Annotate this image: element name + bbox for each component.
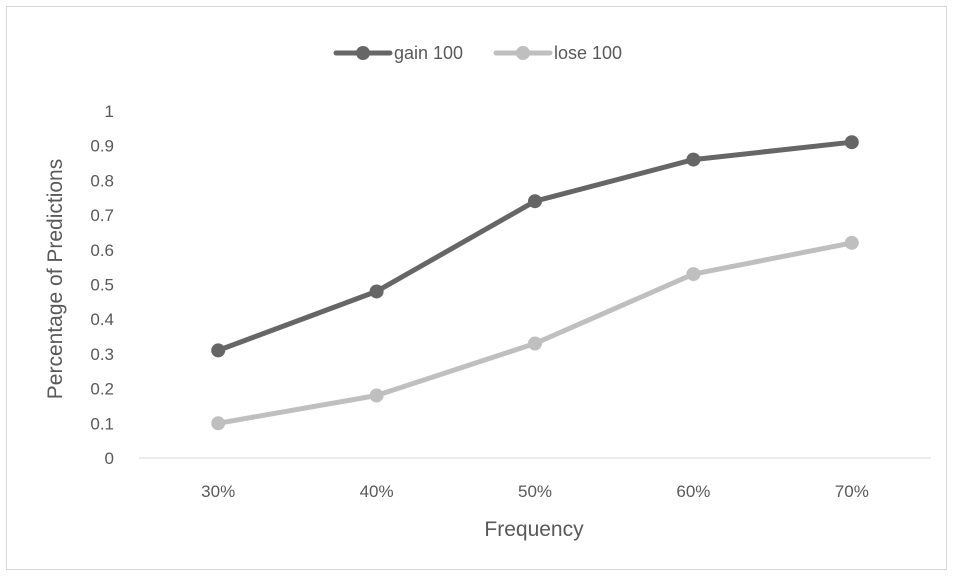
y-tick-label: 0.3 [90, 345, 114, 364]
y-tick-label: 0.6 [90, 241, 114, 260]
y-tick-label: 0.4 [90, 310, 114, 329]
data-point [369, 388, 384, 403]
y-tick-label: 0.5 [90, 276, 114, 295]
data-point [528, 336, 542, 351]
x-axis-ticks: 30% 40% 50% 60% 70% [201, 482, 869, 501]
data-point [686, 267, 701, 282]
y-tick-label: 1 [105, 102, 114, 121]
legend-label: gain 100 [394, 43, 463, 63]
legend-item: gain 100 [333, 43, 463, 63]
data-point [211, 343, 226, 358]
data-point [686, 152, 701, 167]
y-tick-label: 0.1 [90, 414, 114, 433]
data-point [528, 194, 542, 209]
y-axis-ticks: 0 0.1 0.2 0.3 0.4 0.5 0.6 0.7 0.8 0.9 1 [90, 102, 114, 468]
x-axis-title: Frequency [484, 518, 584, 541]
legend: gain 100 lose 100 [333, 43, 622, 63]
x-tick-label: 40% [360, 482, 394, 501]
y-tick-label: 0 [105, 449, 114, 468]
legend-item: lose 100 [493, 43, 622, 63]
series-line-0 [215, 139, 855, 353]
legend-label: lose 100 [554, 43, 622, 63]
legend-marker [356, 46, 370, 60]
y-tick-label: 0.9 [90, 137, 114, 156]
series-layer [211, 135, 859, 431]
x-tick-label: 50% [518, 482, 552, 501]
x-tick-label: 30% [201, 482, 235, 501]
y-tick-label: 0.8 [90, 171, 114, 190]
x-tick-label: 60% [676, 482, 710, 501]
legend-marker [516, 46, 530, 60]
data-point [211, 416, 226, 431]
data-point [844, 135, 859, 150]
data-point [844, 235, 859, 250]
data-point [369, 284, 384, 299]
y-axis-title: Percentage of Predictions [44, 159, 67, 399]
x-tick-label: 70% [835, 482, 869, 501]
chart-frame [6, 6, 947, 570]
y-tick-label: 0.2 [90, 380, 114, 399]
series-line-1 [215, 240, 855, 426]
y-tick-label: 0.7 [90, 206, 114, 225]
